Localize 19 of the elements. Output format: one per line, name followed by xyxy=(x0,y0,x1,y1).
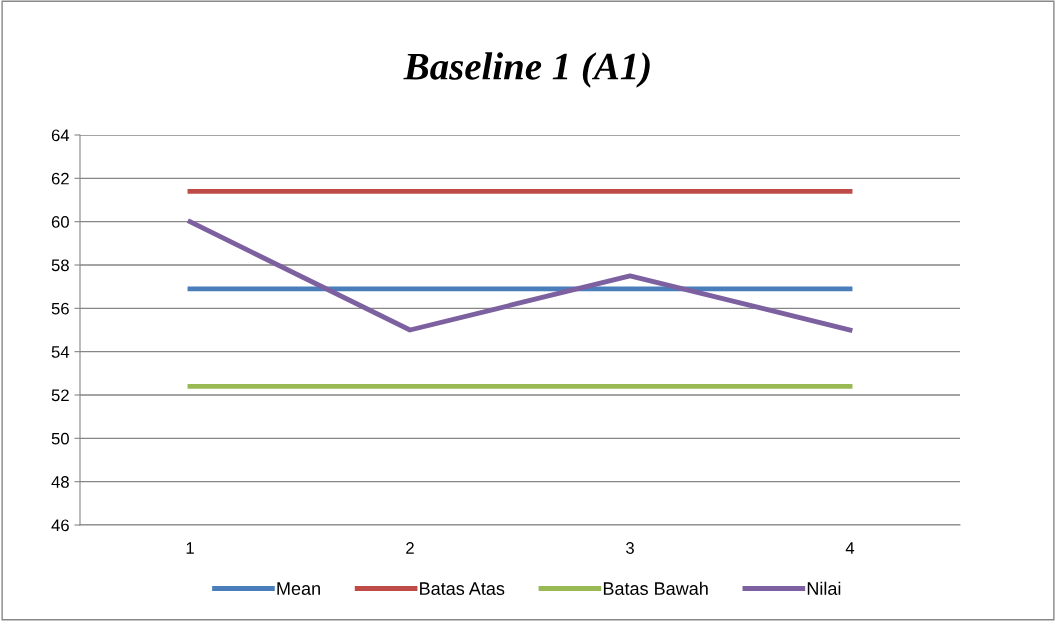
y-tick-label: 52 xyxy=(51,389,69,402)
legend-label: Nilai xyxy=(807,581,841,595)
y-tick-label: 54 xyxy=(51,346,70,358)
y-tick-label: 60 xyxy=(51,216,69,228)
y-tick-label: 46 xyxy=(51,519,69,532)
legend-label: Batas Bawah xyxy=(603,581,708,595)
y-tick-label: 48 xyxy=(51,476,69,488)
x-tick-label: 2 xyxy=(406,542,414,554)
x-tick-label: 3 xyxy=(626,542,634,554)
chart-title: Baseline 1 (A1) xyxy=(403,52,650,88)
y-tick-label: 58 xyxy=(51,259,69,272)
y-tick-label: 56 xyxy=(51,302,69,315)
x-tick-label: 1 xyxy=(186,542,194,554)
y-tick-label: 62 xyxy=(51,172,69,185)
x-tick-label: 4 xyxy=(845,542,855,554)
legend-label: Mean xyxy=(277,582,320,595)
y-tick-label: 50 xyxy=(51,432,69,445)
legend-label: Batas Atas xyxy=(420,582,505,595)
y-tick-label: 64 xyxy=(51,129,70,142)
